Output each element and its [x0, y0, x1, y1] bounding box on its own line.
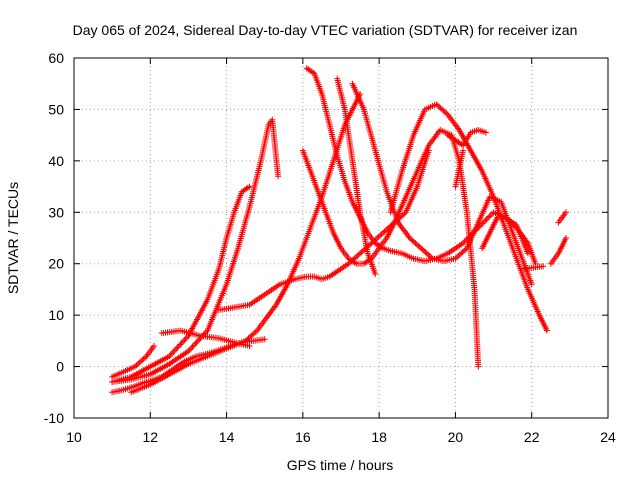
y-tick-label: 60 [48, 50, 64, 66]
data-layer [109, 65, 569, 396]
series-arc-c [109, 116, 282, 385]
series-markers [334, 75, 379, 277]
series-arc-f [128, 91, 364, 396]
plot-border [73, 57, 609, 419]
series-markers [555, 209, 569, 226]
x-tick-label: 14 [219, 429, 235, 445]
series-markers [479, 214, 531, 257]
x-tick-label: 12 [142, 429, 158, 445]
series-markers [547, 235, 569, 267]
series-markers [387, 101, 550, 334]
x-tick-label: 18 [371, 429, 387, 445]
series-arc-g [215, 147, 432, 313]
y-tick-label: 30 [48, 204, 64, 220]
x-tick-label: 16 [295, 429, 311, 445]
chart-title: Day 065 of 2024, Sidereal Day-to-day VTE… [73, 22, 578, 38]
series-markers [444, 127, 489, 149]
x-axis-label: GPS time / hours [287, 457, 394, 473]
x-tick-label: 10 [66, 429, 82, 445]
series-markers [109, 116, 282, 385]
plot-frame [73, 57, 609, 419]
x-tick-label: 20 [448, 429, 464, 445]
series-markers [452, 147, 467, 190]
y-tick-label: 50 [48, 101, 64, 117]
series-arc-d [109, 343, 158, 380]
x-tick-label: 24 [600, 429, 616, 445]
y-axis-label: SDTVAR / TECUs [5, 182, 21, 294]
series-arc-m [444, 127, 489, 149]
x-tick-label: 22 [524, 429, 540, 445]
series-arc-p [547, 235, 569, 267]
y-tick-label: 40 [48, 153, 64, 169]
y-tick-label: 10 [48, 307, 64, 323]
series-markers [109, 343, 158, 380]
series-arc-q [555, 209, 569, 226]
series-arc-o [521, 263, 547, 272]
series-arc-n [479, 214, 531, 257]
series-arc-k [349, 80, 535, 288]
axis-ticks: 10 12 14 16 18 20 22 24 -10 0 10 20 30 40 50 60 [44, 50, 616, 445]
y-tick-label: -10 [44, 410, 64, 426]
series-markers [521, 263, 547, 272]
series-markers [128, 91, 364, 396]
y-tick-label: 0 [56, 359, 64, 375]
y-tick-label: 20 [48, 256, 64, 272]
series-arc-j [334, 75, 379, 277]
series-markers [215, 147, 432, 313]
series-markers [349, 80, 535, 288]
series-arc-l [387, 101, 550, 334]
series-arc-r [452, 147, 467, 190]
